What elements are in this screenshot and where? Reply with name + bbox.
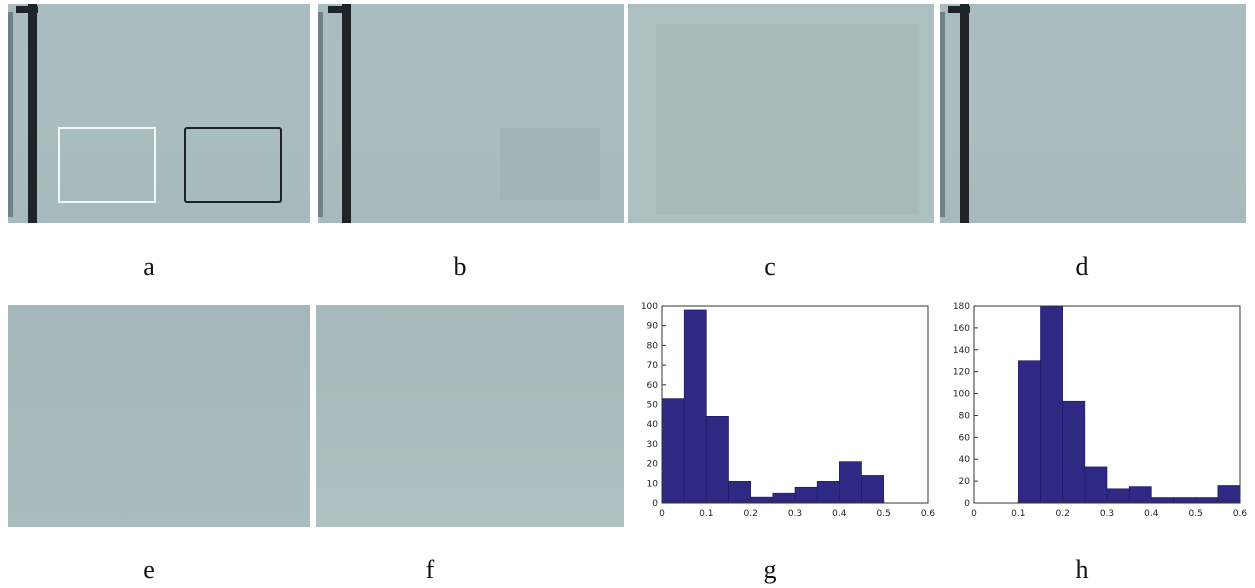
x-tick-label: 0.5 — [1189, 509, 1203, 519]
x-tick-label: 0 — [971, 509, 977, 519]
panel-f-image — [316, 305, 624, 527]
histogram-bar — [794, 486, 818, 504]
window-frame-post — [28, 4, 37, 223]
y-tick-label: 100 — [953, 390, 970, 400]
panel-b-image — [318, 4, 624, 223]
histogram-bar — [1018, 360, 1041, 504]
histogram-h: 0 0.1 0.2 0.3 0.4 0.5 0.6 0 20 40 60 80 100 120 140 160… — [953, 302, 1248, 519]
inner-region — [656, 24, 918, 214]
x-tick-label: 0.4 — [832, 509, 847, 519]
caption-h: h — [1075, 555, 1089, 584]
y-tick-label: 60 — [959, 433, 971, 443]
y-tick-label: 70 — [647, 361, 659, 371]
window-frame-top — [948, 6, 970, 13]
shaded-region — [500, 128, 600, 200]
histogram-bar — [1040, 305, 1063, 504]
y-tick-label: 50 — [647, 401, 659, 411]
white-selection-box — [58, 127, 156, 203]
y-tick-label: 0 — [652, 499, 658, 509]
histogram-bar — [1195, 497, 1219, 504]
y-tick-label: 40 — [647, 420, 659, 430]
y-tick-label: 40 — [959, 455, 971, 465]
x-tick-label: 0.2 — [744, 509, 758, 519]
x-tick-label: 0.2 — [1056, 509, 1070, 519]
y-tick-label: 80 — [959, 411, 971, 421]
caption-d: d — [1075, 252, 1089, 281]
caption-a: a — [143, 252, 155, 281]
histogram-g: 0 0.1 0.2 0.3 0.4 0.5 0.6 0 10 20 30 40 50 60 70 80 90 10… — [641, 302, 936, 519]
x-tick-label: 0.6 — [921, 509, 936, 519]
histogram-bar — [706, 416, 729, 504]
y-tick-label: 100 — [641, 302, 658, 312]
histogram-bar — [1084, 466, 1108, 504]
y-tick-label: 120 — [953, 368, 970, 378]
histogram-bar — [1173, 497, 1196, 504]
caption-e: e — [143, 555, 155, 584]
x-tick-label: 0.1 — [1011, 509, 1025, 519]
window-frame-edge — [940, 12, 945, 217]
histogram-bar — [683, 309, 707, 504]
histogram-bar — [661, 398, 685, 504]
x-tick-label: 0.1 — [699, 509, 713, 519]
panel-c-image — [628, 4, 934, 223]
x-tick-label: 0.6 — [1233, 509, 1248, 519]
x-tick-label: 0 — [659, 509, 665, 519]
y-tick-label: 140 — [953, 346, 970, 356]
window-frame-post — [960, 4, 969, 223]
caption-b: b — [453, 252, 467, 281]
histogram-bar — [1217, 485, 1241, 504]
x-tick-label: 0.5 — [877, 509, 891, 519]
y-tick-label: 20 — [647, 460, 659, 470]
histogram-bar — [772, 492, 796, 504]
y-tick-label: 10 — [647, 479, 659, 489]
window-frame-edge — [318, 12, 323, 217]
histogram-bar — [1106, 488, 1130, 504]
histogram-bar — [839, 461, 862, 504]
black-selection-box — [184, 127, 282, 203]
y-tick-label: 30 — [647, 440, 659, 450]
histogram-bar — [816, 481, 840, 504]
x-tick-label: 0.3 — [788, 509, 802, 519]
histogram-bar — [1062, 400, 1086, 504]
panel-a-image — [8, 4, 310, 223]
window-frame-edge — [8, 12, 13, 217]
caption-f: f — [425, 555, 435, 584]
y-tick-label: 80 — [647, 341, 659, 351]
y-tick-label: 90 — [647, 322, 659, 332]
window-frame-post — [342, 4, 351, 223]
caption-c: c — [764, 252, 776, 281]
caption-g: g — [763, 555, 777, 584]
histogram-bar — [750, 496, 774, 504]
x-tick-label: 0.3 — [1100, 509, 1114, 519]
panel-d-image — [940, 4, 1246, 223]
y-tick-label: 0 — [964, 499, 970, 509]
histogram-bar — [1151, 497, 1174, 504]
histogram-bar — [1128, 486, 1152, 504]
x-tick-label: 0.4 — [1144, 509, 1159, 519]
y-tick-label: 180 — [953, 302, 970, 312]
panel-e-image — [8, 305, 310, 527]
y-tick-label: 60 — [647, 381, 659, 391]
y-tick-label: 160 — [953, 324, 970, 334]
histogram-bar — [728, 481, 751, 504]
window-frame-top — [328, 6, 350, 13]
histogram-bar — [861, 475, 884, 504]
y-tick-label: 20 — [959, 477, 971, 487]
window-frame-top — [16, 6, 38, 13]
